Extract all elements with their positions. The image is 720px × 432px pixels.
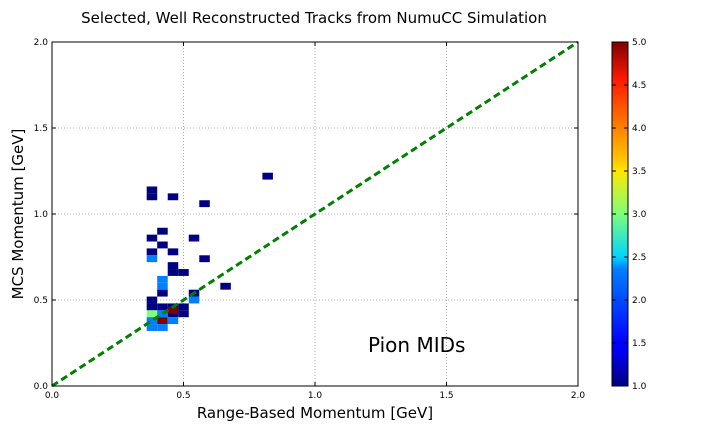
histogram-bin [178, 303, 189, 311]
x-tick-label: 2.0 [571, 391, 586, 401]
colorbar-tick-label: 4.5 [632, 81, 646, 91]
colorbar-tick-label: 5.0 [632, 38, 647, 48]
x-tick-label: 1.5 [439, 391, 453, 401]
histogram-bin [262, 172, 273, 180]
histogram-bin [157, 324, 168, 331]
histogram-bin [167, 317, 179, 325]
histogram-bin [146, 193, 158, 201]
histogram-bin [157, 282, 168, 290]
histogram-bin [146, 303, 158, 311]
histogram-bin [146, 186, 158, 194]
histogram-bin [199, 200, 210, 208]
diagonal-reference-line [51, 40, 579, 388]
axis-ticks [51, 41, 579, 387]
histogram-bin [157, 310, 168, 318]
chart-title: Selected, Well Reconstructed Tracks from… [81, 9, 547, 27]
histogram-bin [167, 193, 179, 201]
histogram-bin [157, 289, 168, 297]
histogram-bin [157, 317, 168, 325]
x-axis-label: Range-Based Momentum [GeV] [197, 404, 433, 422]
colorbar: 1.0 1.5 2.0 2.5 3.0 3.5 4.0 4.5 5.0 [611, 38, 647, 392]
colorbar-tick-label: 3.0 [632, 210, 647, 220]
histogram-bin [146, 317, 158, 325]
histogram-bin [146, 296, 158, 304]
colorbar-tick-label: 4.0 [632, 124, 647, 134]
x-tick-label: 0.0 [45, 391, 60, 401]
histogram-bin [167, 262, 179, 270]
y-axis-label: MCS Momentum [GeV] [9, 129, 27, 300]
colorbar-tick-label: 2.5 [632, 253, 646, 263]
histogram-bin [178, 269, 189, 276]
colorbar-tick-label: 1.0 [632, 382, 647, 392]
x-tick-label: 1.0 [308, 391, 323, 401]
histogram-bin [167, 306, 179, 314]
colorbar-tick-label: 2.0 [632, 296, 647, 306]
histogram-bin [157, 303, 168, 311]
histogram-bin [188, 296, 200, 304]
x-tick-labels: 0.0 0.5 1.0 1.5 2.0 [45, 391, 586, 401]
histogram-bin [157, 227, 168, 235]
colorbar-tick-label: 1.5 [632, 339, 646, 349]
colorbar-tick-label: 3.5 [632, 167, 646, 177]
y-tick-label: 0.0 [34, 382, 49, 392]
histogram-bin [157, 241, 168, 249]
histogram-bin [146, 310, 158, 318]
histogram-bin [167, 248, 179, 256]
histogram-bin [199, 255, 210, 263]
histogram-bin [220, 282, 231, 290]
x-tick-label: 0.5 [176, 391, 190, 401]
colorbar-ticks: 1.0 1.5 2.0 2.5 3.0 3.5 4.0 4.5 5.0 [612, 38, 647, 392]
histogram-bin [146, 324, 158, 331]
histogram-bin [178, 310, 189, 318]
histogram-bin [157, 275, 168, 283]
histogram-bin [188, 234, 200, 242]
y-tick-label: 1.0 [34, 210, 49, 220]
y-tick-label: 0.5 [34, 296, 48, 306]
y-tick-label: 2.0 [34, 38, 49, 48]
histogram-bin [167, 269, 179, 276]
annotation-label: Pion MIDs [368, 333, 465, 357]
y-tick-labels: 0.0 0.5 1.0 1.5 2.0 [34, 38, 49, 392]
histogram-bin [146, 234, 158, 242]
plot-area: Pion MIDs [51, 40, 579, 388]
y-tick-label: 1.5 [34, 124, 48, 134]
histogram-bin [146, 255, 158, 263]
histogram-bin [146, 248, 158, 256]
